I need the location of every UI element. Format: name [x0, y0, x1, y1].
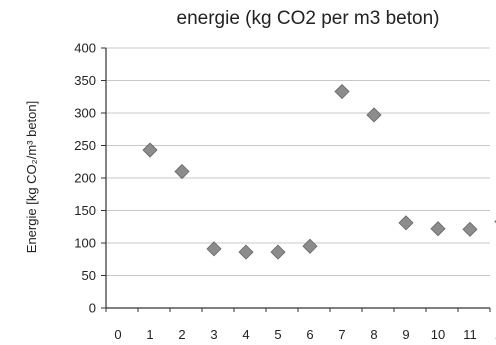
x-tick-label: 9 [402, 327, 409, 342]
y-tick-label: 50 [82, 268, 96, 283]
x-tick-label: 4 [242, 327, 249, 342]
data-point [206, 241, 222, 257]
x-tick-labels: 0123456789101112 [114, 327, 496, 342]
x-tick-label: 10 [431, 327, 445, 342]
y-tick-label: 300 [74, 106, 96, 121]
x-tick-label: 5 [274, 327, 281, 342]
x-tick-label: 11 [463, 327, 477, 342]
y-tick-label: 400 [74, 41, 96, 56]
y-axis-label: Energie [kg CO₂/m³ beton] [24, 101, 39, 253]
x-tick-label: 0 [114, 327, 121, 342]
y-tick-label: 0 [89, 301, 96, 316]
y-tick-label: 100 [74, 236, 96, 251]
x-tick-label: 7 [338, 327, 345, 342]
data-point [142, 142, 158, 158]
data-point [366, 107, 382, 123]
chart-title: energie (kg CO2 per m3 beton) [176, 8, 440, 29]
x-tick-label: 6 [306, 327, 313, 342]
y-tick-labels: 0 50 100 150 200 250 300 350 400 [74, 41, 96, 316]
data-point [334, 83, 350, 100]
x-tick-label: 8 [370, 327, 377, 342]
grid-lines [106, 47, 490, 276]
data-point [430, 221, 446, 237]
y-tick-label: 250 [74, 138, 96, 153]
x-tick-label: 12 [495, 327, 496, 342]
x-tick-label: 3 [210, 327, 217, 342]
y-tick-label: 350 [74, 73, 96, 88]
data-point [270, 244, 286, 260]
data-point [238, 244, 254, 260]
y-tick-label: 150 [74, 203, 96, 218]
data-points [142, 83, 496, 260]
data-point [174, 163, 190, 180]
data-point [398, 215, 414, 231]
y-tick-label: 200 [74, 171, 96, 186]
axes [101, 47, 491, 312]
x-tick-label: 1 [146, 327, 153, 342]
data-point [462, 221, 478, 237]
data-point [302, 238, 318, 254]
x-tick-label: 2 [178, 327, 185, 342]
